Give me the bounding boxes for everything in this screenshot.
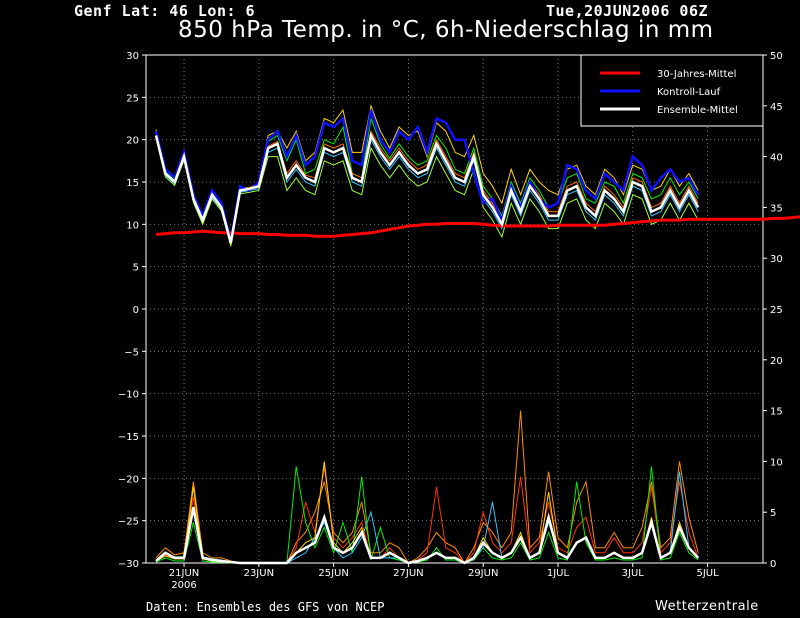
x-tick-label: 23JUN — [244, 568, 274, 579]
y-left-tick-label: 25 — [126, 93, 139, 104]
x-tick-label: 1JUL — [547, 568, 570, 579]
y-right-tick-label: 30 — [770, 254, 783, 265]
y-right-tick-label: 10 — [770, 457, 783, 468]
x-tick-label: 5JUL — [696, 568, 719, 579]
x-tick-label: 25JUN — [318, 568, 348, 579]
y-left-tick-label: 10 — [126, 220, 139, 231]
legend-label: 30-Jahres-Mittel — [657, 69, 736, 80]
location-label: Genf Lat: 46 Lon: 6 — [74, 2, 256, 20]
temp-member-line — [155, 103, 699, 242]
temp-member-line — [155, 137, 699, 247]
y-left-tick-label: −15 — [118, 432, 139, 443]
y-right-tick-label: 50 — [770, 51, 783, 62]
y-left-tick-label: −20 — [118, 474, 139, 485]
y-right-tick-label: 0 — [770, 559, 776, 570]
y-left-tick-label: −30 — [118, 559, 139, 570]
brand-label: Wetterzentrale — [655, 599, 759, 614]
temp-member-line — [155, 132, 699, 245]
y-right-tick-label: 40 — [770, 153, 783, 164]
y-left-tick-label: 20 — [126, 136, 139, 147]
y-right-tick-label: 45 — [770, 102, 783, 113]
legend-label: Ensemble-Mittel — [657, 105, 738, 116]
precipitation-series — [155, 410, 700, 565]
y-right-tick-label: 20 — [770, 356, 783, 367]
y-left-tick-label: −10 — [118, 390, 139, 401]
x-tick-sublabel: 2006 — [171, 580, 196, 591]
grid-lines — [146, 55, 763, 563]
precip-member-line — [155, 410, 699, 564]
chart-title: 850 hPa Temp. in °C, 6h-Niederschlag in … — [178, 17, 714, 43]
data-source-label: Daten: Ensembles des GFS von NCEP — [146, 600, 385, 614]
y-left-tick-label: 30 — [126, 51, 139, 62]
y-right-tick-label: 25 — [770, 305, 783, 316]
run-date-label: Tue,20JUN2006 06Z — [546, 2, 709, 20]
x-tick-label: 3JUL — [622, 568, 645, 579]
x-tick-label: 29JUN — [468, 568, 498, 579]
precip-ensemble-mean-line — [155, 506, 700, 565]
y-right-tick-label: 15 — [770, 407, 783, 418]
y-left-tick-label: 15 — [126, 178, 139, 189]
legend-label: Kontroll-Lauf — [657, 87, 721, 98]
y-left-tick-label: −5 — [124, 347, 139, 358]
climate-mean-line — [155, 215, 800, 238]
control-run-line — [154, 109, 700, 242]
x-tick-label: 27JUN — [393, 568, 423, 579]
y-left-tick-label: −25 — [118, 517, 139, 528]
y-right-tick-label: 35 — [770, 203, 783, 214]
y-axis-left: 30 25 20 15 10 5 0 −5 −10 −15 −20 −25 −30 — [118, 51, 146, 570]
temperature-series — [154, 103, 800, 247]
x-tick-label: 21JUN — [169, 568, 199, 579]
y-right-tick-label: 5 — [770, 508, 776, 519]
y-left-tick-label: 5 — [133, 263, 139, 274]
y-left-tick-label: 0 — [133, 305, 139, 316]
legend: 30-Jahres-Mittel Kontroll-Lauf Ensemble-Mi… — [580, 54, 764, 127]
ensemble-mean-line — [154, 131, 700, 244]
